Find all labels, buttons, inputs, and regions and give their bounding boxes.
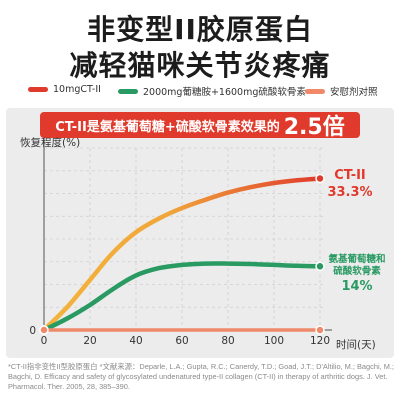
data-point-placebo-end bbox=[315, 325, 325, 335]
legend-swatch-placebo bbox=[305, 88, 325, 94]
x-tick-label: 60 bbox=[175, 335, 188, 347]
x-tick-label: 20 bbox=[83, 335, 96, 347]
series-line-ct2 bbox=[41, 176, 323, 333]
data-point-placebo-start bbox=[39, 325, 49, 335]
x-tick-label: 120 bbox=[310, 335, 330, 347]
annotation-ct2-label: CT-II bbox=[334, 168, 366, 183]
headline-line1: 非变型II胶原蛋白 bbox=[87, 13, 313, 46]
headline-line2: 减轻猫咪关节炎疼痛 bbox=[69, 49, 331, 82]
legend-item-placebo: 安慰剂对照 bbox=[305, 84, 378, 98]
legend-swatch-ct2 bbox=[28, 87, 48, 92]
chart-legend: 10mgCT-II 2000mg葡糖胺+1600mg硫酸软骨素 安慰剂对照 bbox=[0, 84, 400, 100]
y-axis-title: 恢复程度(%) bbox=[20, 136, 80, 149]
annotation-combo-label: 硫酸软骨素 bbox=[333, 265, 381, 277]
annotation-ct2-value: 33.3% bbox=[327, 185, 372, 200]
comparison-banner: CT-II是氨基葡萄糖+硫酸软骨素效果的 2.5倍 bbox=[40, 112, 360, 140]
footnote: *CT-II指非变性II型胶原蛋白 *文献来源：Deparle, L.A.; G… bbox=[8, 362, 394, 391]
legend-label-ct2: 10mgCT-II bbox=[53, 84, 101, 95]
series-line-combo bbox=[41, 261, 323, 333]
banner-text: CT-II是氨基葡萄糖+硫酸软骨素效果的 bbox=[55, 119, 280, 135]
x-axis-title: 时间(天) bbox=[336, 338, 376, 351]
data-point-ct2-end bbox=[315, 173, 325, 184]
legend-swatch-combo bbox=[118, 88, 138, 94]
legend-item-combo: 2000mg葡糖胺+1600mg硫酸软骨素 bbox=[118, 84, 306, 98]
x-tick-label: 80 bbox=[221, 335, 234, 347]
legend-label-combo: 2000mg葡糖胺+1600mg硫酸软骨素 bbox=[143, 87, 306, 98]
annotation-combo-label: 氨基葡萄糖和 bbox=[328, 253, 385, 265]
x-tick-label: 100 bbox=[264, 335, 284, 347]
x-tick-label: 0 bbox=[41, 335, 48, 347]
data-point-combo-end bbox=[315, 261, 325, 272]
annotation-combo-value: 14% bbox=[341, 279, 372, 294]
banner-highlight: 2.5倍 bbox=[283, 115, 345, 140]
legend-label-placebo: 安慰剂对照 bbox=[330, 87, 378, 98]
legend-item-ct2: 10mgCT-II bbox=[28, 84, 101, 95]
y-tick-label: 0 bbox=[29, 325, 36, 337]
x-tick-label: 40 bbox=[129, 335, 142, 347]
